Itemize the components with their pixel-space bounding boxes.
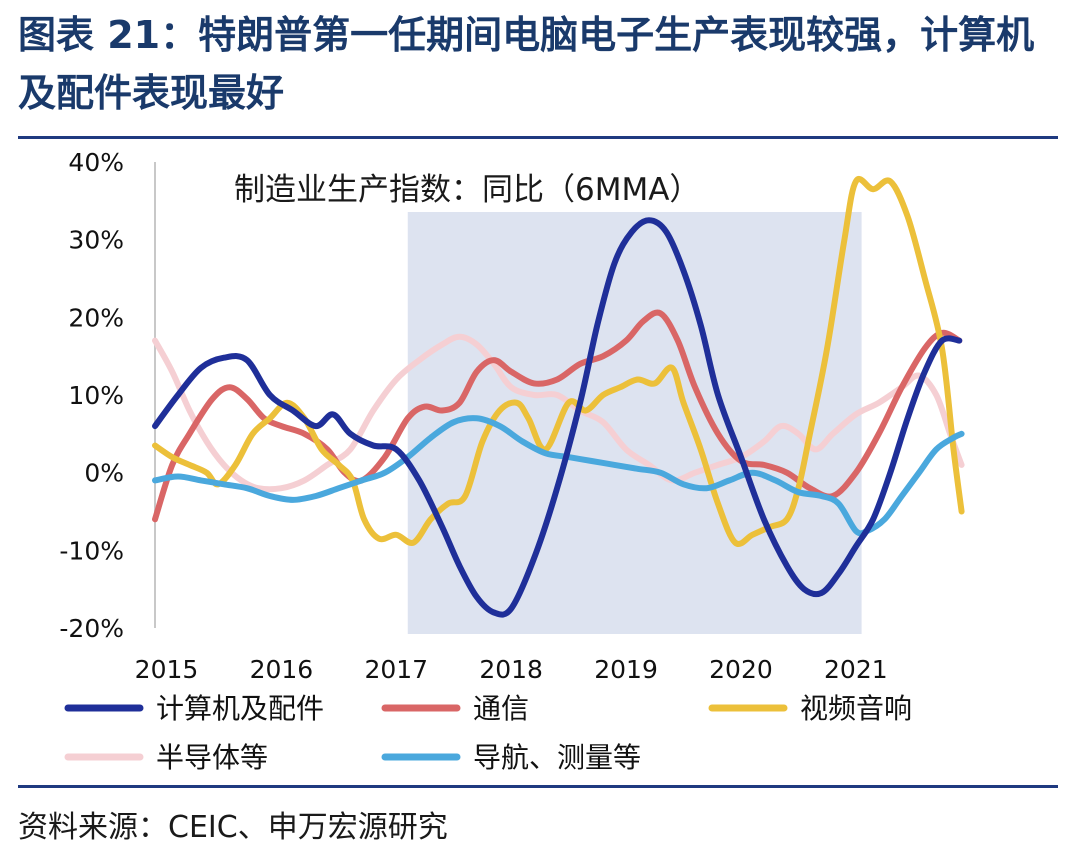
- legend-label: 计算机及配件: [156, 692, 324, 725]
- axes: -20% -10% 0% 10% 20% 30% 40% 2015 2016 2017 2018 20…: [59, 148, 887, 684]
- x-tick-label: 2021: [824, 655, 888, 684]
- x-tick-label: 2019: [594, 655, 658, 684]
- x-tick-label: 2017: [364, 655, 428, 684]
- y-tick-label: 30%: [68, 226, 124, 255]
- page-title: 图表 21：特朗普第一任期间电脑电子生产表现较强，计算机及配件表现最好: [18, 13, 1035, 115]
- x-tick-label: 2016: [250, 655, 314, 684]
- title-divider: [18, 136, 1058, 139]
- legend-label: 半导体等: [156, 741, 268, 774]
- y-tick-label: -20%: [59, 614, 124, 643]
- y-tick-label: 10%: [68, 381, 124, 410]
- y-tick-label: 20%: [68, 303, 124, 332]
- series-line-0: [152, 217, 963, 618]
- legend-label: 通信: [473, 692, 529, 725]
- x-tick-label: 2018: [479, 655, 543, 684]
- y-tick-label: 0%: [84, 459, 124, 488]
- series-layer: [152, 176, 965, 618]
- legend-label: 视频音响: [800, 692, 912, 725]
- shaded-period: [407, 212, 862, 634]
- x-tick-label: 2020: [709, 655, 773, 684]
- legend-label: 导航、测量等: [473, 741, 641, 774]
- chart-subtitle: 制造业生产指数：同比（6MMA）: [234, 172, 700, 208]
- series-line-3: [152, 333, 965, 493]
- source-note: 资料来源：CEIC、申万宏源研究: [18, 810, 448, 845]
- shaded-period-layer: [407, 212, 862, 634]
- x-tick-label: 2015: [135, 655, 199, 684]
- y-tick-label: -10%: [59, 536, 124, 565]
- series-line-1: [152, 309, 963, 523]
- footer-divider: [18, 785, 1058, 788]
- y-tick-label: 40%: [68, 148, 124, 177]
